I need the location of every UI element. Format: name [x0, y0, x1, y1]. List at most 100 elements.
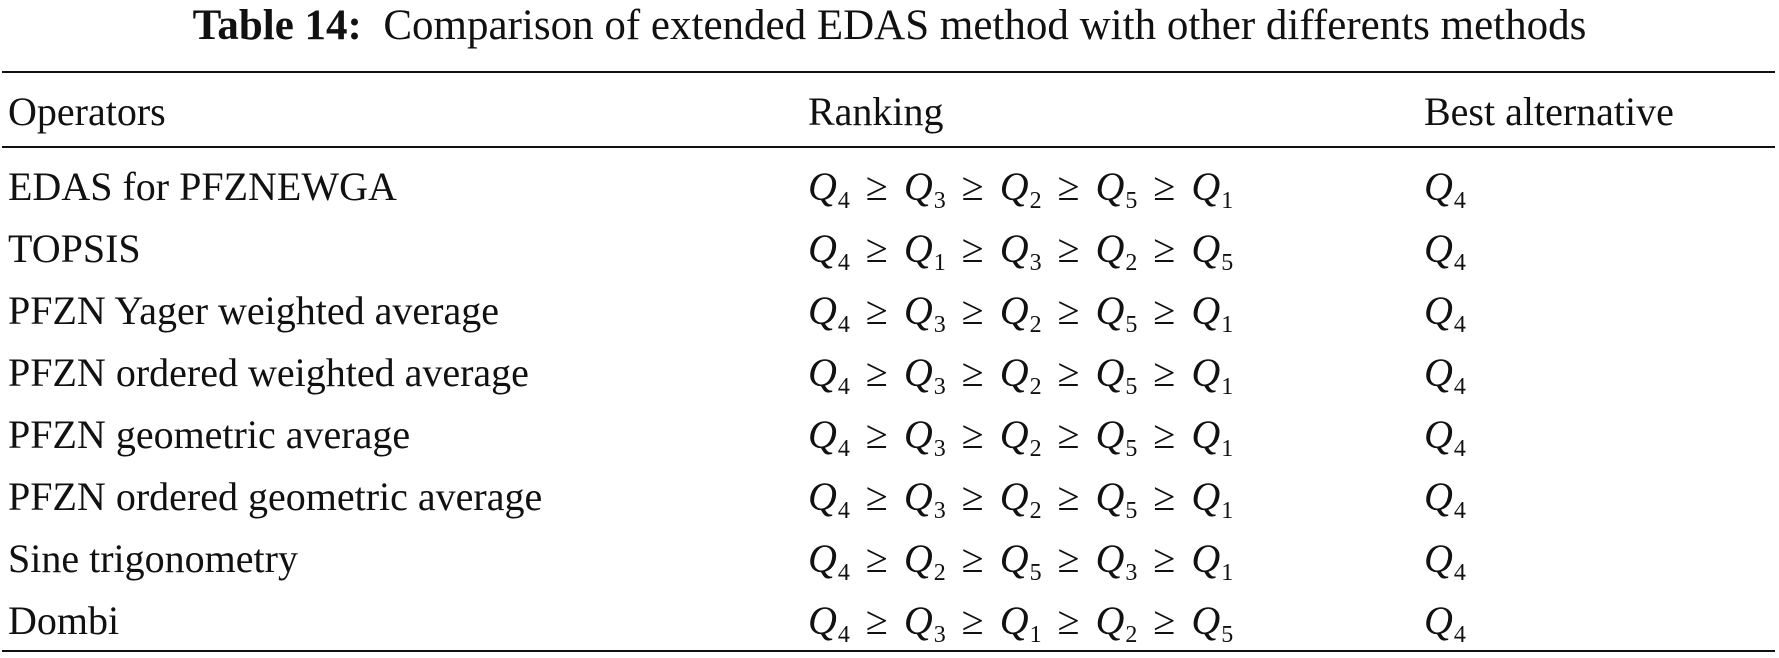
ranking-alternative: Q5	[1095, 288, 1138, 338]
ranking-alternative: Q1	[1191, 164, 1234, 214]
ranking-alternative: Q3	[1095, 536, 1138, 586]
best-alternative: Q4	[1424, 288, 1466, 338]
ranking-alternative: Q3	[903, 288, 946, 338]
ranking-alternative: Q2	[999, 412, 1042, 462]
geq-symbol: ≥	[961, 474, 984, 519]
ranking-alternative: Q5	[1095, 474, 1138, 524]
geq-symbol: ≥	[1153, 412, 1176, 457]
ranking-alternative: Q1	[1191, 412, 1234, 462]
ranking-alternative: Q2	[999, 474, 1042, 524]
ranking-alternative: Q4	[808, 226, 850, 276]
geq-symbol: ≥	[1153, 350, 1176, 395]
ranking-alternative: Q2	[903, 536, 946, 586]
geq-symbol: ≥	[961, 164, 984, 209]
ranking-alternative: Q2	[999, 288, 1042, 338]
ranking-alternative: Q5	[1095, 164, 1138, 214]
geq-symbol: ≥	[865, 350, 888, 395]
table-bottom-rule	[2, 650, 1775, 652]
table-row: PFZN Yager weighted average Q4 ≥ Q3 ≥ Q2 ≥ Q5 ≥ Q…	[0, 281, 1779, 341]
geq-symbol: ≥	[961, 598, 984, 643]
ranking-alternative: Q3	[903, 598, 946, 648]
operator-cell: PFZN ordered weighted average	[8, 350, 529, 395]
geq-symbol: ≥	[1057, 412, 1080, 457]
best-alternative: Q4	[1424, 164, 1466, 214]
ranking-alternative: Q3	[999, 226, 1042, 276]
operator-cell: TOPSIS	[8, 226, 141, 271]
table-caption-text: Comparison of extended EDAS method with …	[383, 2, 1587, 49]
ranking-alternative: Q1	[999, 598, 1042, 648]
ranking-cell: Q4 ≥ Q2 ≥ Q5 ≥ Q3 ≥ Q1	[808, 529, 1233, 589]
best-alternative: Q4	[1424, 474, 1466, 524]
ranking-alternative: Q3	[903, 164, 946, 214]
operator-cell: PFZN geometric average	[8, 412, 411, 457]
best-alternative: Q4	[1424, 598, 1466, 648]
geq-symbol: ≥	[1153, 288, 1176, 333]
geq-symbol: ≥	[865, 536, 888, 581]
geq-symbol: ≥	[1153, 226, 1176, 271]
ranking-alternative: Q1	[1191, 474, 1234, 524]
table-row: Sine trigonometry Q4 ≥ Q2 ≥ Q5 ≥ Q3 ≥ Q1 Q4	[0, 529, 1779, 589]
geq-symbol: ≥	[961, 412, 984, 457]
ranking-alternative: Q4	[808, 412, 850, 462]
operator-cell: Dombi	[8, 598, 120, 643]
ranking-alternative: Q2	[1095, 598, 1138, 648]
best-alternative: Q4	[1424, 350, 1466, 400]
best-alternative-cell: Q4	[1424, 219, 1466, 279]
operator-cell: PFZN Yager weighted average	[8, 288, 499, 333]
geq-symbol: ≥	[961, 536, 984, 581]
ranking-alternative: Q3	[903, 412, 946, 462]
operator-cell: PFZN ordered geometric average	[8, 474, 543, 519]
ranking-cell: Q4 ≥ Q3 ≥ Q2 ≥ Q5 ≥ Q1	[808, 157, 1233, 217]
best-alternative-cell: Q4	[1424, 343, 1466, 403]
best-alternative-cell: Q4	[1424, 281, 1466, 341]
ranking-alternative: Q5	[1191, 226, 1234, 276]
ranking-cell: Q4 ≥ Q3 ≥ Q1 ≥ Q2 ≥ Q5	[808, 591, 1233, 651]
table-caption: Table 14: Comparison of extended EDAS me…	[0, 0, 1779, 50]
geq-symbol: ≥	[1057, 288, 1080, 333]
table-row: TOPSIS Q4 ≥ Q1 ≥ Q3 ≥ Q2 ≥ Q5 Q4	[0, 219, 1779, 279]
ranking-alternative: Q4	[808, 164, 850, 214]
geq-symbol: ≥	[1057, 226, 1080, 271]
best-alternative: Q4	[1424, 412, 1466, 462]
geq-symbol: ≥	[1153, 164, 1176, 209]
geq-symbol: ≥	[961, 350, 984, 395]
ranking-cell: Q4 ≥ Q3 ≥ Q2 ≥ Q5 ≥ Q1	[808, 405, 1233, 465]
ranking-alternative: Q1	[1191, 536, 1234, 586]
geq-symbol: ≥	[1057, 474, 1080, 519]
ranking-cell: Q4 ≥ Q3 ≥ Q2 ≥ Q5 ≥ Q1	[808, 467, 1233, 527]
ranking-alternative: Q1	[1191, 350, 1234, 400]
geq-symbol: ≥	[1153, 536, 1176, 581]
ranking-alternative: Q4	[808, 474, 850, 524]
operator-cell: EDAS for PFZNEWGA	[8, 164, 397, 209]
best-alternative-cell: Q4	[1424, 405, 1466, 465]
geq-symbol: ≥	[1153, 598, 1176, 643]
best-alternative-cell: Q4	[1424, 591, 1466, 651]
geq-symbol: ≥	[1057, 598, 1080, 643]
best-alternative-cell: Q4	[1424, 157, 1466, 217]
ranking-alternative: Q4	[808, 288, 850, 338]
geq-symbol: ≥	[865, 288, 888, 333]
ranking-alternative: Q4	[808, 536, 850, 586]
ranking-cell: Q4 ≥ Q3 ≥ Q2 ≥ Q5 ≥ Q1	[808, 281, 1233, 341]
geq-symbol: ≥	[865, 412, 888, 457]
ranking-alternative: Q2	[1095, 226, 1138, 276]
table-header-rule	[2, 146, 1775, 148]
ranking-alternative: Q5	[1095, 350, 1138, 400]
table-row: Dombi Q4 ≥ Q3 ≥ Q1 ≥ Q2 ≥ Q5 Q4	[0, 591, 1779, 651]
operator-cell: Sine trigonometry	[8, 536, 298, 581]
table-top-rule	[2, 71, 1775, 73]
best-alternative-cell: Q4	[1424, 529, 1466, 589]
geq-symbol: ≥	[1153, 474, 1176, 519]
best-alternative: Q4	[1424, 226, 1466, 276]
geq-symbol: ≥	[865, 226, 888, 271]
ranking-cell: Q4 ≥ Q3 ≥ Q2 ≥ Q5 ≥ Q1	[808, 343, 1233, 403]
geq-symbol: ≥	[865, 164, 888, 209]
ranking-alternative: Q1	[903, 226, 946, 276]
ranking-alternative: Q5	[1191, 598, 1234, 648]
ranking-alternative: Q4	[808, 350, 850, 400]
table-row: EDAS for PFZNEWGA Q4 ≥ Q3 ≥ Q2 ≥ Q5 ≥ Q1 Q4	[0, 157, 1779, 217]
table-header-row: Operators Ranking Best alternative	[0, 82, 1779, 142]
header-best-alternative: Best alternative	[1424, 89, 1674, 134]
geq-symbol: ≥	[961, 226, 984, 271]
ranking-alternative: Q2	[999, 164, 1042, 214]
